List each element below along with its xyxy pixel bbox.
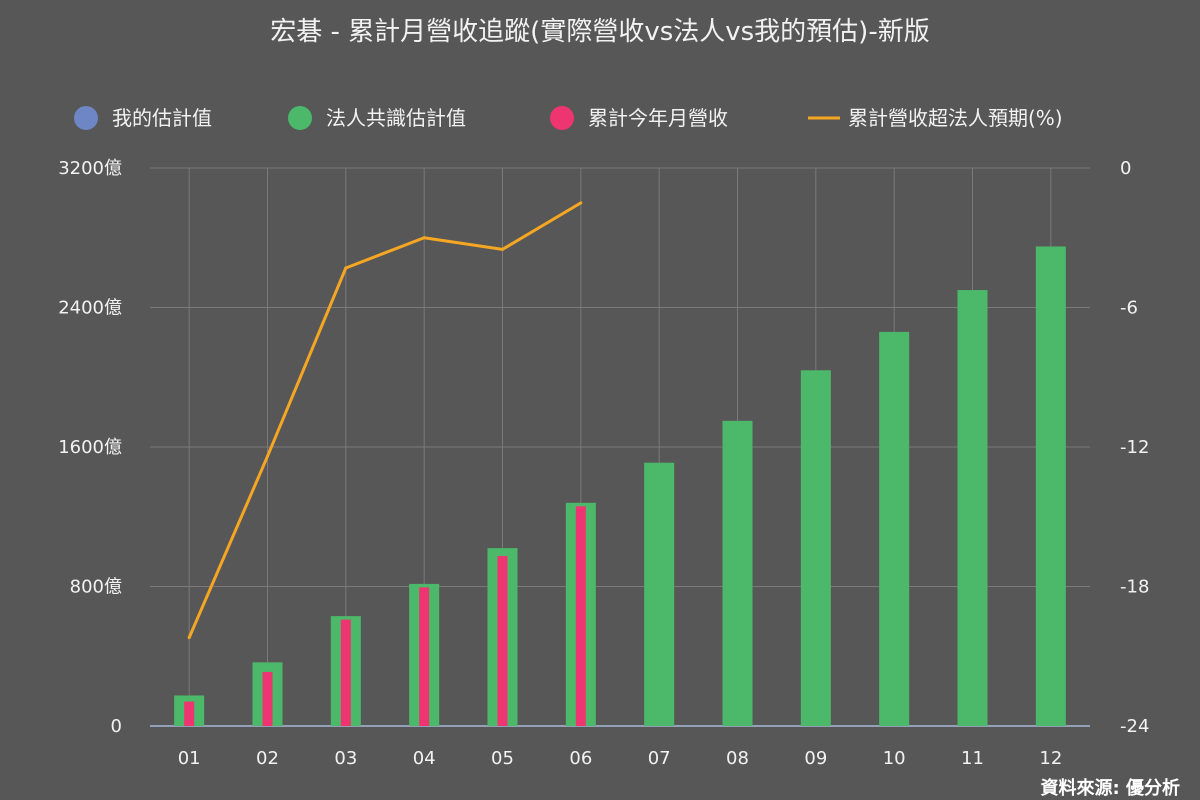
beat-expectation-point bbox=[579, 201, 583, 205]
consensus-bar bbox=[644, 462, 675, 726]
right-tick-label: 0 bbox=[1120, 158, 1131, 179]
right-tick-label: -12 bbox=[1120, 437, 1149, 458]
x-tick-label: 01 bbox=[178, 748, 201, 769]
left-tick-label: 800億 bbox=[70, 577, 122, 598]
legend-label: 累計今年月營收 bbox=[588, 106, 728, 130]
legend-label: 累計營收超法人預期(%) bbox=[848, 106, 1063, 130]
actual-revenue-bar bbox=[575, 506, 586, 726]
legend-marker bbox=[550, 106, 574, 130]
actual-revenue-bar bbox=[262, 671, 273, 726]
legend-marker bbox=[288, 106, 312, 130]
legend-label: 法人共識估計值 bbox=[326, 106, 466, 130]
x-tick-label: 08 bbox=[726, 748, 749, 769]
beat-expectation-point bbox=[422, 236, 426, 240]
x-tick-label: 03 bbox=[334, 748, 357, 769]
right-axis-ticks: -24 -18 -12 -6 0 bbox=[1120, 158, 1149, 737]
actual-revenue-bar bbox=[419, 587, 430, 726]
x-tick-label: 11 bbox=[961, 748, 984, 769]
grid-lines bbox=[150, 167, 1090, 727]
consensus-bar bbox=[1035, 246, 1066, 726]
x-tick-label: 05 bbox=[491, 748, 514, 769]
x-tick-label: 09 bbox=[804, 748, 827, 769]
consensus-bar bbox=[879, 331, 910, 726]
beat-expectation-point bbox=[187, 636, 191, 640]
x-tick-label: 12 bbox=[1039, 748, 1062, 769]
right-tick-label: -18 bbox=[1120, 577, 1149, 598]
x-tick-label: 10 bbox=[883, 748, 906, 769]
left-tick-label: 0 bbox=[111, 716, 122, 737]
line-series bbox=[187, 201, 583, 640]
x-axis-ticks: 01 02 03 04 05 06 07 08 09 10 11 12 bbox=[178, 748, 1063, 769]
left-tick-label: 2400億 bbox=[58, 298, 122, 319]
consensus-bar bbox=[957, 290, 988, 726]
left-tick-label: 1600億 bbox=[58, 437, 122, 458]
beat-expectation-point bbox=[266, 454, 269, 458]
legend: 我的估計值 法人共識估計值 累計今年月營收 累計營收超法人預期(%) bbox=[74, 106, 1063, 130]
bars bbox=[174, 246, 1066, 726]
beat-expectation-point bbox=[344, 266, 348, 270]
actual-revenue-bar bbox=[497, 555, 508, 726]
source-note: 資料來源: 優分析 bbox=[1041, 777, 1180, 799]
x-tick-label: 06 bbox=[569, 748, 592, 769]
chart-title: 宏碁 - 累計月營收追蹤(實際營收vs法人vs我的預估)-新版 bbox=[270, 17, 929, 47]
actual-revenue-bar bbox=[184, 701, 195, 726]
legend-label: 我的估計值 bbox=[112, 106, 212, 130]
x-tick-label: 04 bbox=[413, 748, 436, 769]
consensus-bar bbox=[722, 420, 753, 726]
left-axis-ticks: 0 800億 1600億 2400億 3200億 bbox=[58, 158, 122, 737]
beat-expectation-line bbox=[187, 201, 582, 639]
consensus-bar bbox=[800, 370, 831, 726]
actual-revenue-bar bbox=[340, 619, 351, 726]
legend-marker bbox=[74, 106, 98, 130]
right-tick-label: -6 bbox=[1120, 298, 1138, 319]
left-tick-label: 3200億 bbox=[58, 158, 122, 179]
x-tick-label: 07 bbox=[648, 748, 671, 769]
right-tick-label: -24 bbox=[1120, 716, 1149, 737]
beat-expectation-point bbox=[501, 247, 504, 251]
x-tick-label: 02 bbox=[256, 748, 279, 769]
